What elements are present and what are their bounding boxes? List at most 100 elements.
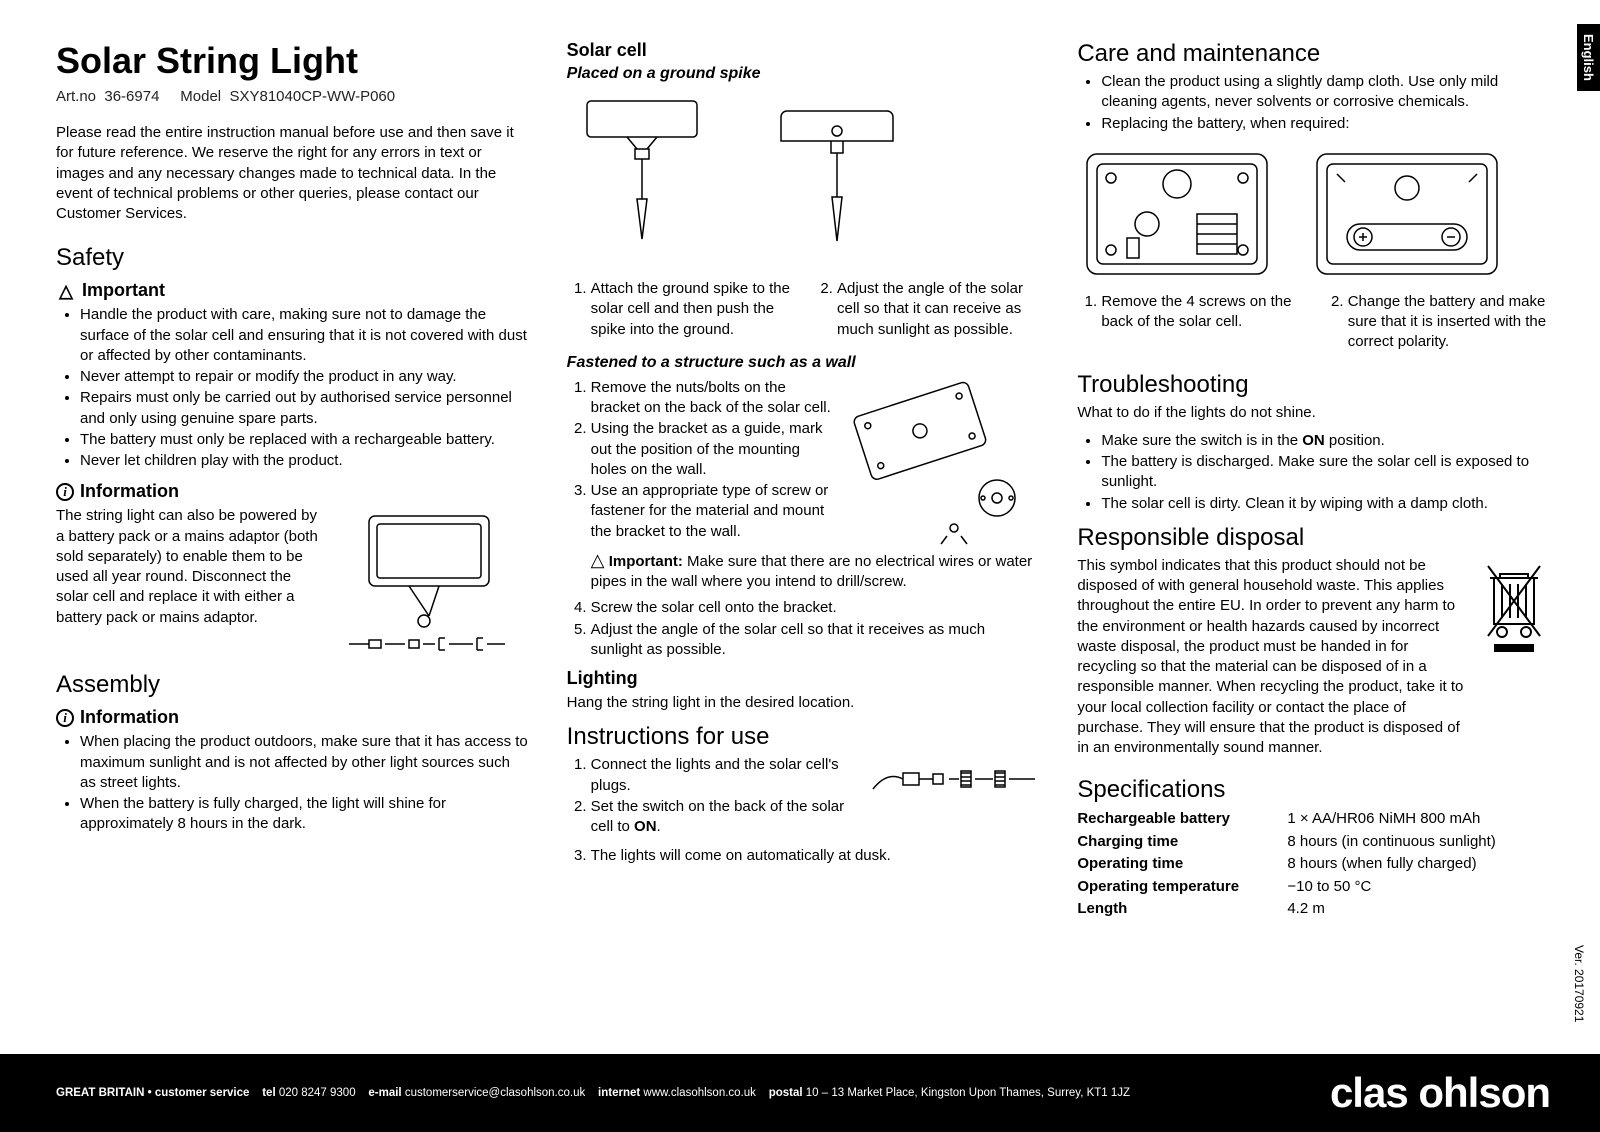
connector-diagram: [869, 759, 1039, 799]
spec-key: Operating temperature: [1077, 876, 1287, 899]
info-row: The string light can also be powered by …: [56, 506, 529, 661]
instructions-steps: Connect the lights and the solar cell's …: [567, 755, 854, 838]
warning-triangle-icon: △: [56, 281, 76, 301]
assembly-bullets: When placing the product outdoors, make …: [56, 732, 529, 834]
spec-value: −10 to 50 °C: [1287, 876, 1550, 899]
list-item: Set the switch on the back of the solar …: [591, 797, 854, 838]
footer-postal-label: postal: [769, 1087, 803, 1099]
ts-b1-post: position.: [1325, 432, 1385, 449]
instructions-row: Connect the lights and the solar cell's …: [567, 755, 1040, 846]
column-1: Solar String Light Art.no 36-6974 Model …: [56, 40, 529, 921]
list-item: Remove the 4 screws on the back of the s…: [1101, 292, 1303, 333]
troubleshooting-heading: Troubleshooting: [1077, 371, 1550, 399]
battery-step-2: Change the battery and make sure that it…: [1324, 292, 1550, 353]
list-item: The solar cell is dirty. Clean it by wip…: [1101, 494, 1550, 514]
disposal-heading: Responsible disposal: [1077, 524, 1550, 552]
safety-bullets: Handle the product with care, making sur…: [56, 305, 529, 471]
spec-value: 4.2 m: [1287, 898, 1550, 921]
list-item: The battery is discharged. Make sure the…: [1101, 452, 1550, 493]
spec-key: Charging time: [1077, 831, 1287, 854]
footer-email: customerservice@clasohlson.co.uk: [405, 1087, 585, 1099]
info-text: The string light can also be powered by …: [56, 506, 325, 628]
safety-heading: Safety: [56, 244, 529, 272]
info-icon: i: [56, 483, 74, 501]
list-item: Use an appropriate type of screw or fast…: [591, 481, 834, 542]
product-identifiers: Art.no 36-6974 Model SXY81040CP-WW-P060: [56, 88, 529, 105]
disposal-text: This symbol indicates that this product …: [1077, 556, 1464, 759]
list-item: Connect the lights and the solar cell's …: [591, 755, 854, 796]
specs-heading: Specifications: [1077, 776, 1550, 804]
step2-pre: Set the switch on the back of the solar …: [591, 798, 844, 835]
battery-step-1: Remove the 4 screws on the back of the s…: [1077, 292, 1303, 333]
spec-value: 1 × AA/HR06 NiMH 800 mAh: [1287, 808, 1550, 831]
troubleshooting-intro: What to do if the lights do not shine.: [1077, 403, 1550, 423]
footer: GREAT BRITAIN • customer service tel 020…: [0, 1054, 1600, 1132]
battery-diagrams: [1077, 144, 1550, 284]
list-item: When the battery is fully charged, the l…: [80, 794, 529, 835]
brand-logo: clas ohlson: [1330, 1069, 1550, 1117]
list-item: Remove the nuts/bolts on the bracket on …: [591, 378, 834, 419]
footer-email-label: e-mail: [368, 1087, 401, 1099]
troubleshooting-bullets: Make sure the switch is in the ON positi…: [1077, 431, 1550, 514]
information-subheading-2: i Information: [56, 707, 529, 728]
on-label: ON: [634, 818, 657, 835]
list-item: Repairs must only be carried out by auth…: [80, 388, 529, 429]
info-icon: i: [56, 709, 74, 727]
list-item: Never let children play with the product…: [80, 451, 529, 471]
lighting-text: Hang the string light in the desired loc…: [567, 693, 1040, 713]
warning-triangle-icon: △: [591, 550, 605, 570]
artno-value: 36-6974: [104, 88, 159, 105]
battery-polarity-diagram: [1307, 144, 1507, 284]
list-item: Make sure the switch is in the ON positi…: [1101, 431, 1550, 451]
wall-heading: Fastened to a structure such as a wall: [567, 354, 1040, 372]
product-title: Solar String Light: [56, 40, 529, 82]
version-label: Ver. 20170921: [1572, 945, 1586, 1022]
wall-important-note: △ Important: Make sure that there are no…: [567, 551, 1040, 593]
list-item: Replacing the battery, when required:: [1101, 114, 1550, 134]
column-2: Solar cell Placed on a ground spike: [567, 40, 1040, 921]
footer-tel: 020 8247 9300: [279, 1087, 356, 1099]
list-item: The battery must only be replaced with a…: [80, 430, 529, 450]
spike-front-diagram: [757, 91, 917, 271]
spec-row: Operating temperature −10 to 50 °C: [1077, 876, 1550, 899]
spec-row: Operating time 8 hours (when fully charg…: [1077, 853, 1550, 876]
page-body: Solar String Light Art.no 36-6974 Model …: [0, 0, 1600, 921]
spike-steps: Attach the ground spike to the solar cel…: [567, 279, 1040, 348]
spike-diagrams: [567, 91, 1040, 271]
spec-row: Length 4.2 m: [1077, 898, 1550, 921]
step2-post: .: [657, 818, 661, 835]
care-heading: Care and maintenance: [1077, 40, 1550, 68]
spike-step-1: Attach the ground spike to the solar cel…: [567, 279, 793, 340]
weee-bin-icon: [1480, 556, 1550, 656]
important-label: Important:: [609, 553, 683, 570]
solar-cell-heading: Solar cell: [567, 40, 1040, 61]
important-subheading: △ Important: [56, 280, 529, 301]
footer-country: GREAT BRITAIN: [56, 1087, 144, 1099]
back-screws-diagram: [1077, 144, 1277, 284]
list-item: Attach the ground spike to the solar cel…: [591, 279, 793, 340]
footer-internet-label: internet: [598, 1087, 640, 1099]
wall-mount-diagram: [849, 378, 1039, 548]
language-tab: English: [1577, 24, 1600, 91]
spec-value: 8 hours (in continuous sunlight): [1287, 831, 1550, 854]
artno-label: Art.no: [56, 88, 96, 105]
spike-side-diagram: [567, 91, 727, 271]
list-item: Clean the product using a slightly damp …: [1101, 72, 1550, 113]
model-label: Model: [180, 88, 221, 105]
intro-text: Please read the entire instruction manua…: [56, 123, 529, 224]
wall-steps-a: Remove the nuts/bolts on the bracket on …: [567, 378, 834, 543]
footer-contact: GREAT BRITAIN • customer service tel 020…: [56, 1086, 1130, 1101]
list-item: Handle the product with care, making sur…: [80, 305, 529, 366]
spec-row: Rechargeable battery 1 × AA/HR06 NiMH 80…: [1077, 808, 1550, 831]
footer-internet: www.clasohlson.co.uk: [643, 1087, 756, 1099]
wall-steps-b: Screw the solar cell onto the bracket. A…: [567, 598, 1040, 660]
ground-spike-heading: Placed on a ground spike: [567, 65, 1040, 83]
wall-row: Remove the nuts/bolts on the bracket on …: [567, 378, 1040, 551]
spike-step-2: Adjust the angle of the solar cell so th…: [813, 279, 1039, 340]
list-item: Never attempt to repair or modify the pr…: [80, 367, 529, 387]
on-label: ON: [1302, 432, 1325, 449]
list-item: Screw the solar cell onto the bracket.: [591, 598, 1040, 618]
instructions-steps-b: The lights will come on automatically at…: [567, 846, 1040, 866]
footer-tel-label: tel: [262, 1087, 275, 1099]
spec-row: Charging time 8 hours (in continuous sun…: [1077, 831, 1550, 854]
